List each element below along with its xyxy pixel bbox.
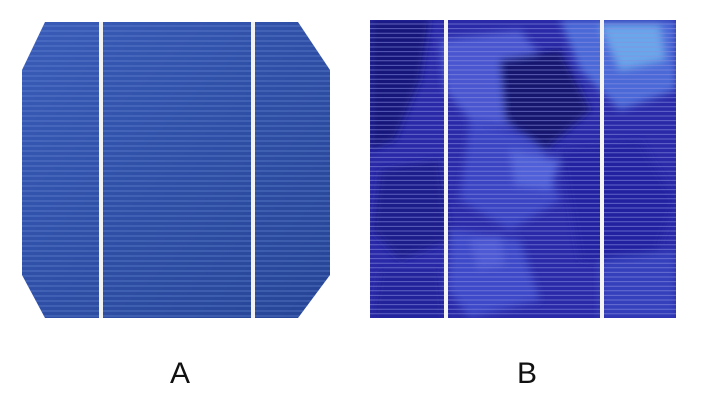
poly-finger-lines — [370, 23, 676, 315]
monocrystalline-cell — [22, 22, 330, 318]
poly-crystal-grains — [370, 20, 676, 318]
polycrystalline-cell — [370, 20, 676, 318]
mono-finger-lines — [22, 25, 330, 317]
poly-busbar-right — [600, 20, 604, 318]
panel-label-a: A — [169, 357, 190, 390]
panel-label-b: B — [516, 357, 537, 390]
mono-busbar-right — [251, 22, 255, 318]
mono-busbar-left — [99, 22, 103, 318]
poly-busbar-left — [444, 20, 448, 318]
